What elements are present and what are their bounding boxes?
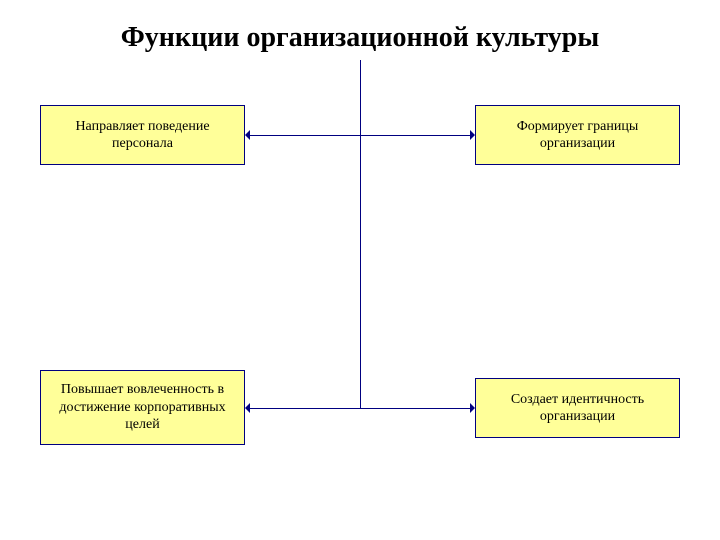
connector-top-left (250, 135, 360, 136)
connector-vertical (360, 60, 361, 408)
box-top-left-label: Направляет поведение персонала (49, 118, 236, 153)
connector-bottom-left (250, 408, 360, 409)
box-bottom-right: Создает идентичность организации (475, 378, 680, 438)
connector-bottom-right (360, 408, 470, 409)
diagram-title: Функции организационной культуры (0, 22, 720, 54)
box-top-left: Направляет поведение персонала (40, 105, 245, 165)
box-bottom-left: Повышает вовлеченность в достижение корп… (40, 370, 245, 445)
box-bottom-right-label: Создает идентичность организации (484, 391, 671, 426)
box-top-right: Формирует границы организации (475, 105, 680, 165)
arrow-top-left (245, 130, 250, 140)
connector-top-right (360, 135, 470, 136)
arrow-bottom-left (245, 403, 250, 413)
box-bottom-left-label: Повышает вовлеченность в достижение корп… (49, 381, 236, 434)
box-top-right-label: Формирует границы организации (484, 118, 671, 153)
